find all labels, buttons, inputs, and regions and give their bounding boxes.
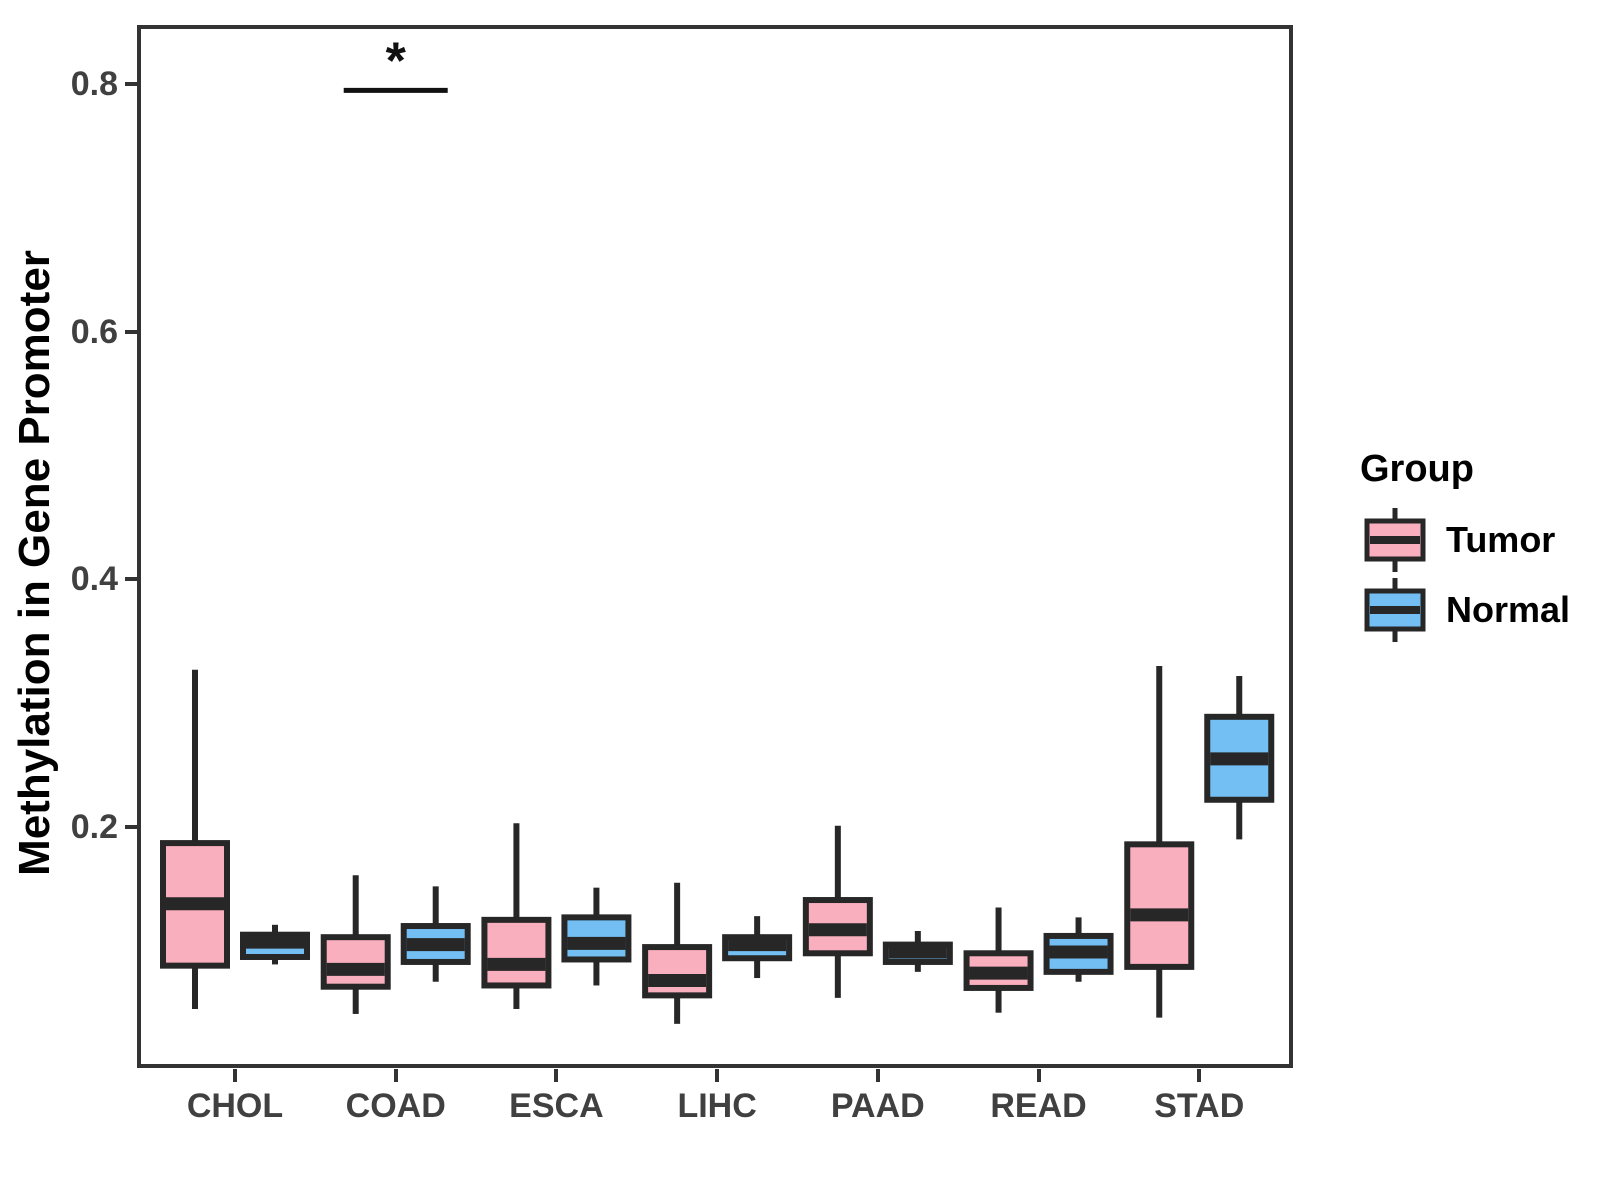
legend: Group Tumor Normal bbox=[1360, 448, 1590, 645]
y-tick-label-0.4: 0.4 bbox=[70, 560, 118, 599]
x-tick-label-coad: COAD bbox=[345, 1087, 446, 1125]
y-tick-label-0.6: 0.6 bbox=[70, 312, 118, 351]
legend-title: Group bbox=[1360, 448, 1474, 490]
x-tick-mark-read bbox=[1036, 1069, 1041, 1082]
legend-label-tumor: Tumor bbox=[1446, 519, 1556, 560]
box-tumor-coad bbox=[320, 934, 391, 990]
y-tick-mark-0.6 bbox=[125, 329, 137, 334]
box-tumor-esca bbox=[481, 916, 552, 989]
x-tick-mark-coad bbox=[393, 1069, 398, 1082]
x-tick-label-lihc: LIHC bbox=[677, 1087, 757, 1125]
legend-label-normal: Normal bbox=[1446, 589, 1571, 630]
x-tick-mark-stad bbox=[1197, 1069, 1202, 1082]
x-tick-label-paad: PAAD bbox=[830, 1087, 925, 1125]
x-tick-mark-paad bbox=[875, 1069, 880, 1082]
x-tick-mark-esca bbox=[554, 1069, 559, 1082]
y-tick-mark-0.8 bbox=[125, 82, 137, 87]
x-tick-label-stad: STAD bbox=[1154, 1087, 1245, 1125]
legend-key-normal: Normal bbox=[1360, 575, 1590, 645]
box-tumor-stad bbox=[1124, 841, 1195, 970]
y-tick-label-0.2: 0.2 bbox=[70, 808, 118, 846]
significance-star: * bbox=[386, 32, 407, 90]
y-tick-mark-0.4 bbox=[125, 577, 137, 582]
box-tumor-lihc bbox=[642, 944, 713, 999]
y-tick-mark-0.2 bbox=[125, 825, 137, 829]
x-tick-label-read: READ bbox=[990, 1087, 1087, 1125]
plot-area: * bbox=[160, 32, 1275, 1024]
y-tick-label-0.8: 0.8 bbox=[70, 65, 118, 104]
x-tick-label-chol: CHOL bbox=[186, 1087, 284, 1125]
legend-glyph-normal-icon bbox=[1364, 578, 1426, 642]
legend-glyph-tumor-icon bbox=[1364, 508, 1426, 572]
x-tick-label-esca: ESCA bbox=[509, 1087, 604, 1125]
legend-keys: Tumor Normal bbox=[1360, 505, 1590, 645]
x-tick-mark-chol bbox=[233, 1069, 237, 1082]
x-tick-mark-lihc bbox=[715, 1069, 720, 1082]
legend-key-tumor: Tumor bbox=[1360, 505, 1590, 575]
